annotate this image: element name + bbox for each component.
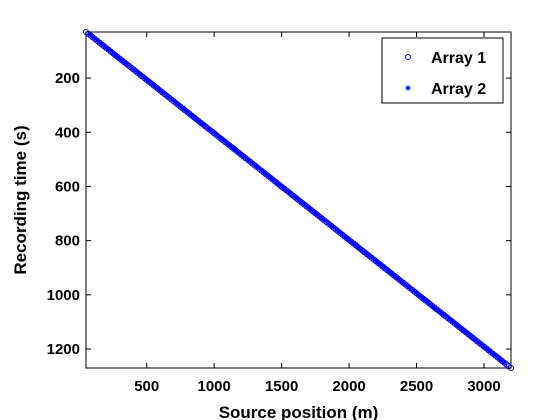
legend: Array 1 Array 2 xyxy=(381,37,504,104)
y-axis-title: Recording time (s) xyxy=(11,125,30,274)
data-point-array-2 xyxy=(163,92,170,98)
data-point-array-2 xyxy=(499,358,505,364)
x-tick-label: 500 xyxy=(134,378,159,395)
x-axis: 500 1000 1500 2000 2500 3000 xyxy=(134,32,501,395)
data-point-array-2 xyxy=(480,343,487,349)
x-tick-label: 1000 xyxy=(197,378,230,395)
y-axis: 200 400 600 800 1000 1200 xyxy=(47,70,511,358)
data-point-array-2 xyxy=(180,105,186,111)
data-point-array-2 xyxy=(233,147,239,153)
legend-marker-array-1 xyxy=(404,53,412,61)
legend-label-array-2: Array 2 xyxy=(431,81,486,98)
y-tick-label: 400 xyxy=(55,124,80,141)
y-tick-label: 1000 xyxy=(47,287,80,304)
legend-box xyxy=(381,37,504,104)
x-axis-title: Source position (m) xyxy=(219,403,379,420)
legend-marker-array-2 xyxy=(405,85,411,91)
data-point-array-2 xyxy=(379,262,385,269)
data-point-array-2 xyxy=(249,160,255,166)
data-point-array-2 xyxy=(274,180,281,186)
legend-circle-marker xyxy=(404,53,412,61)
plot-frame xyxy=(85,31,512,369)
legend-label-array-1: Array 1 xyxy=(431,50,486,67)
data-point-array-2 xyxy=(279,184,285,190)
legend-asterisk-marker xyxy=(405,85,411,91)
x-tick-label: 2000 xyxy=(332,378,365,395)
x-tick-label: 3000 xyxy=(467,378,500,395)
y-tick-label: 800 xyxy=(55,233,80,250)
x-tick-label: 1500 xyxy=(265,378,298,395)
data-point-array-2 xyxy=(244,156,250,162)
data-point-array-2 xyxy=(166,94,172,100)
y-tick-label: 1200 xyxy=(47,341,80,358)
data-point-array-2 xyxy=(443,314,450,320)
y-tick-label: 200 xyxy=(55,70,80,87)
data-marks xyxy=(82,28,515,372)
data-point-array-2 xyxy=(457,325,463,331)
y-tick-label: 600 xyxy=(55,178,80,195)
data-point-array-2 xyxy=(501,359,507,366)
x-tick-label: 2500 xyxy=(400,378,433,395)
